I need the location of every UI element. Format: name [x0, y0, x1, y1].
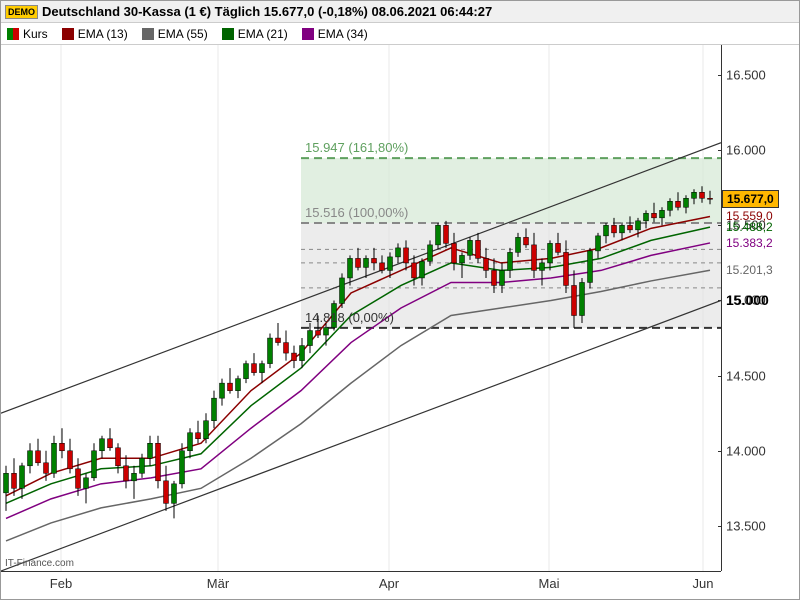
x-axis: Feb Mär Apr Mai Jun [1, 571, 721, 601]
chart-container: DEMO Deutschland 30-Kassa (1 €) Täglich … [0, 0, 800, 600]
legend-label: EMA (21) [238, 27, 288, 41]
plot-area[interactable]: IT-Finance.com 15.947 (161,80%) 15.516 (1… [1, 45, 721, 571]
legend-label: EMA (13) [78, 27, 128, 41]
legend-item[interactable]: EMA (55) [142, 27, 208, 41]
y-axis: 13.50014.00014.50015.00015.50016.00016.5… [721, 45, 800, 571]
x-tick-label: Jun [693, 576, 714, 591]
x-tick-label: Mär [207, 576, 229, 591]
legend-swatch [222, 28, 234, 40]
y-tick-label: 16.500 [726, 68, 766, 83]
x-tick-label: Feb [50, 576, 72, 591]
legend-bar: Kurs EMA (13) EMA (55) EMA (21) EMA (34) [1, 23, 799, 45]
chart-title: Deutschland 30-Kassa (1 €) Täglich 15.67… [42, 4, 492, 19]
y-tick-label: 14.500 [726, 368, 766, 383]
demo-badge: DEMO [5, 5, 38, 19]
main-level-label: 15.000 [722, 291, 773, 309]
ema-price-label: 15.201,3 [722, 262, 777, 278]
current-price-label: 15.677,0 [722, 190, 779, 208]
legend-item[interactable]: EMA (13) [62, 27, 128, 41]
x-tick-label: Apr [379, 576, 399, 591]
legend-label: EMA (55) [158, 27, 208, 41]
legend-swatch [302, 28, 314, 40]
ema-price-label: 15.383,2 [722, 235, 777, 251]
chart-header: DEMO Deutschland 30-Kassa (1 €) Täglich … [1, 1, 799, 23]
legend-label: EMA (34) [318, 27, 368, 41]
y-tick-label: 14.000 [726, 443, 766, 458]
fib-level-label: 15.516 (100,00%) [305, 205, 408, 220]
y-tick-label: 16.000 [726, 143, 766, 158]
legend-swatch [62, 28, 74, 40]
fib-level-label: 14.818 (0,00%) [305, 310, 394, 325]
watermark-label: IT-Finance.com [5, 558, 74, 569]
ema-price-label: 15.488,2 [722, 219, 777, 235]
legend-label: Kurs [23, 27, 48, 41]
y-tick-label: 13.500 [726, 518, 766, 533]
legend-item[interactable]: EMA (21) [222, 27, 288, 41]
legend-item[interactable]: Kurs [7, 27, 48, 41]
fib-level-label: 15.947 (161,80%) [305, 140, 408, 155]
x-tick-label: Mai [539, 576, 560, 591]
legend-item[interactable]: EMA (34) [302, 27, 368, 41]
legend-swatch [142, 28, 154, 40]
legend-swatch [7, 28, 19, 40]
